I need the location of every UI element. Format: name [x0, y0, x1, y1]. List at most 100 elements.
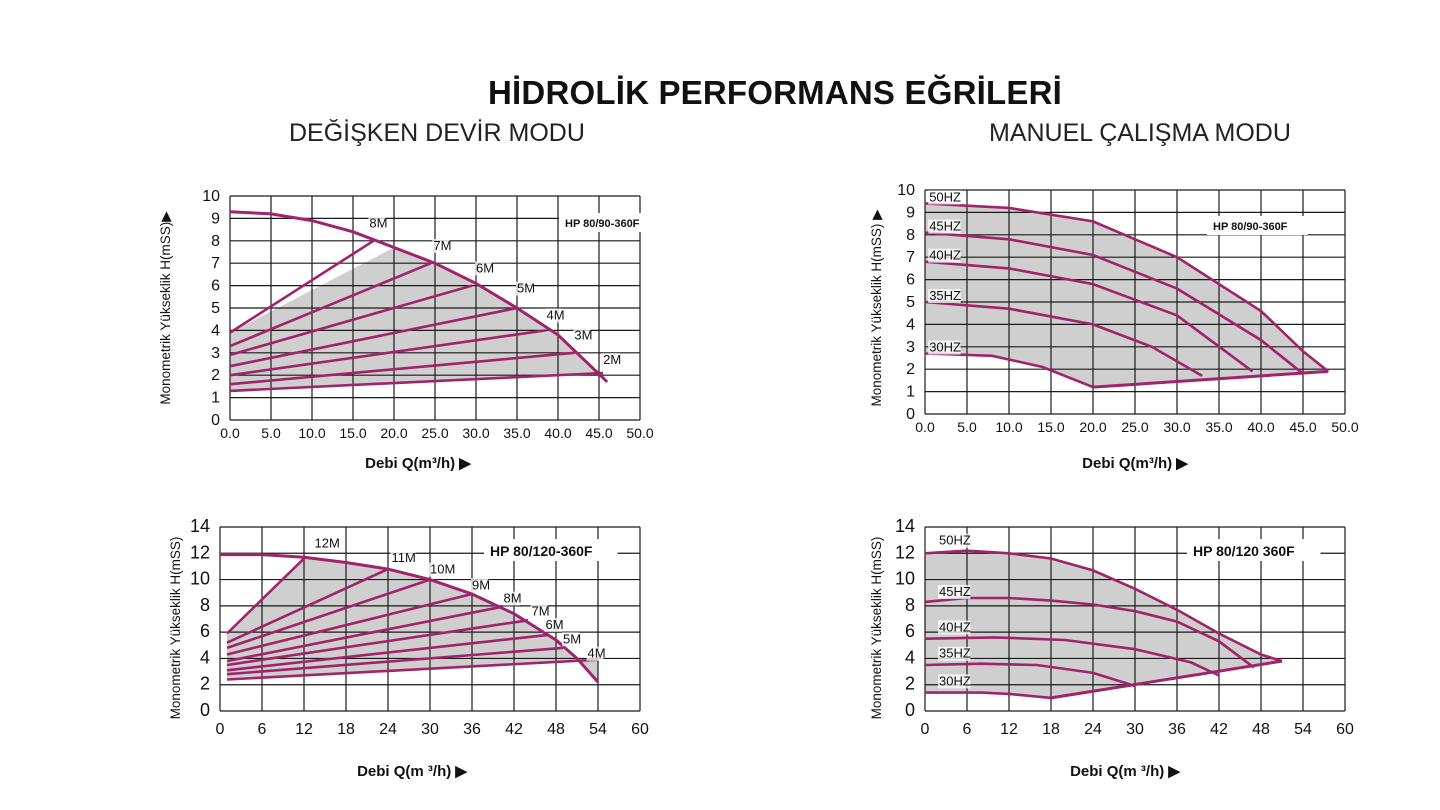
x-tick-label: 10.0 [995, 419, 1022, 435]
chart-hp80-120-manual: 0 6 12 18 24 30 36 42 48 54 600246810121450HZ45HZ4… [869, 516, 1354, 780]
series-label-bg [313, 536, 339, 551]
x-tick-label: 60 [631, 721, 649, 738]
series-line-45hz [924, 231, 1304, 375]
series-line-35hz [924, 662, 1136, 688]
x-axis-label: Debi Q(m ³/h) ▶ [357, 763, 468, 780]
x-tick-label: 50.0 [626, 425, 653, 441]
series-label-40hz: 40HZ [939, 619, 971, 634]
y-tick-label: 6 [905, 621, 915, 641]
series-line-40hz [924, 260, 1254, 373]
minimum-curve [1092, 369, 1329, 389]
series-label-bg [938, 674, 971, 689]
x-tick-label: 24 [379, 721, 397, 738]
chart-hp80-120-variable: 0 6 12 18 24 30 36 42 48 54 600246810121412M11M10M… [168, 516, 649, 780]
y-tick-label: 12 [190, 542, 210, 562]
y-tick-label: 14 [895, 516, 915, 536]
series-line-4m [226, 658, 599, 681]
x-tick-label: 50.0 [1331, 419, 1358, 435]
series-label-bg [573, 328, 591, 343]
series-label-bg [938, 646, 971, 661]
y-axis-label: Monometrik Yükseklik H(mSS) [869, 537, 884, 720]
series-label-bg [429, 562, 454, 577]
series-line-30hz [924, 352, 1094, 389]
x-tick-label: 0 [216, 721, 225, 738]
series-line-9m [226, 592, 473, 656]
series-label-12m: 12M [315, 535, 340, 550]
x-tick-label: 5.0 [957, 419, 977, 435]
series-label-bg [530, 604, 548, 619]
x-tick-label: 18 [1042, 721, 1060, 738]
series-line-5m [226, 646, 564, 676]
chart-title: HP 80/120 360F [1193, 543, 1295, 559]
y-tick-label: 2 [200, 674, 210, 694]
y-tick-label: 6 [200, 621, 210, 641]
series-label-bg [938, 584, 971, 599]
x-tick-label: 40.0 [544, 425, 571, 441]
series-label-8m: 8M [504, 591, 522, 606]
y-tick-label: 8 [211, 233, 220, 250]
x-tick-label: 48 [547, 721, 565, 738]
series-line-45hz [924, 596, 1255, 669]
series-label-40hz: 40HZ [929, 248, 961, 263]
y-tick-label: 0 [211, 412, 220, 429]
series-label-bg [586, 646, 604, 661]
series-line-2m [229, 371, 604, 393]
x-tick-label: 0 [921, 721, 930, 738]
series-label-50hz: 50HZ [929, 189, 961, 204]
series-label-5m: 5M [517, 281, 535, 296]
series-line-6m [226, 633, 550, 672]
series-line-3m [229, 351, 575, 386]
x-tick-label: 5.0 [261, 425, 281, 441]
x-tick-label: 36 [463, 721, 481, 738]
x-tick-label: 20.0 [1079, 419, 1106, 435]
x-tick-label: 30.0 [1163, 419, 1190, 435]
y-axis-label: Monometrik Yükseklik H(mSS) [168, 537, 183, 720]
x-tick-label: 48 [1252, 721, 1270, 738]
y-tick-label: 4 [200, 647, 210, 667]
y-tick-label: 9 [906, 204, 915, 221]
chart-title-bg [1187, 539, 1321, 561]
y-tick-label: 10 [202, 188, 220, 205]
series-label-30hz: 30HZ [929, 340, 961, 355]
x-tick-label: 40.0 [1247, 419, 1274, 435]
x-tick-label: 54 [1294, 721, 1312, 738]
x-axis-label: Debi Q(m³/h) ▶ [1082, 455, 1189, 472]
x-tick-label: 60 [1336, 721, 1354, 738]
x-tick-label: 25.0 [1121, 419, 1148, 435]
y-tick-label: 4 [905, 647, 915, 667]
series-label-45hz: 45HZ [929, 219, 961, 234]
minimum-curve [1050, 659, 1283, 700]
y-tick-label: 4 [906, 316, 915, 333]
series-label-bg [938, 620, 971, 635]
x-axis-label: Debi Q(m³/h) ▶ [365, 455, 472, 472]
series-label-bg [368, 216, 386, 231]
y-tick-label: 7 [211, 255, 220, 272]
series-label-50hz: 50HZ [939, 533, 971, 548]
y-tick-label: 4 [211, 322, 220, 339]
series-label-bg [928, 248, 961, 263]
series-label-bg [502, 591, 520, 606]
chart-title-bg [484, 539, 618, 561]
series-label-10m: 10M [430, 562, 455, 577]
series-label-5m: 5M [563, 631, 581, 646]
x-tick-label: 0.0 [915, 419, 935, 435]
y-tick-label: 1 [211, 390, 220, 407]
y-tick-label: 14 [190, 516, 210, 536]
series-label-bg [928, 190, 961, 205]
series-line-8m [229, 239, 375, 334]
y-tick-label: 2 [211, 367, 220, 384]
x-tick-label: 35.0 [1205, 419, 1232, 435]
series-label-bg [928, 340, 961, 355]
series-line-5m [229, 306, 518, 368]
series-line-10m [226, 578, 431, 650]
y-tick-label: 0 [200, 700, 210, 720]
y-axis-label: Monometrik Yükseklik H(mSS)▶ [158, 211, 173, 405]
series-line-6m [229, 284, 473, 357]
series-label-7m: 7M [433, 238, 451, 253]
x-tick-label: 6 [963, 721, 972, 738]
series-label-6m: 6M [476, 260, 494, 275]
x-tick-label: 12 [295, 721, 313, 738]
y-tick-label: 6 [211, 278, 220, 295]
series-line-8m [226, 605, 501, 663]
series-label-4m: 4M [547, 307, 565, 322]
